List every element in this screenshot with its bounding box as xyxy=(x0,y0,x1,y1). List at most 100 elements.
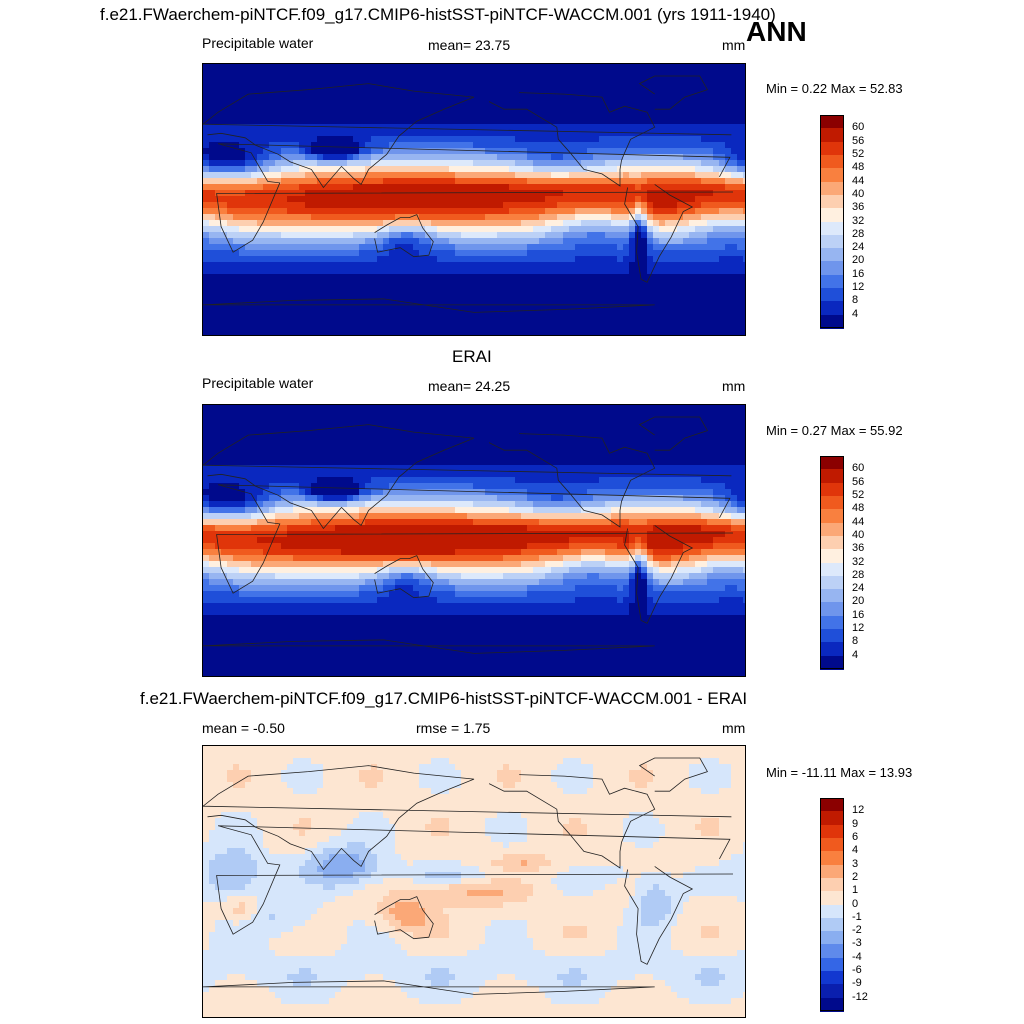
panel3-heading: f.e21.FWaerchem-piNTCF.f09_g17.CMIP6-his… xyxy=(140,689,748,708)
colorbar-tick-label: -4 xyxy=(852,950,862,963)
colorbar-swatch xyxy=(820,115,844,129)
colorbar-tick-label: -6 xyxy=(852,964,862,977)
panel1-variable-label: Precipitable water xyxy=(202,35,314,51)
colorbar-tick-label: 9 xyxy=(852,817,859,830)
colorbar-tick-label: 4 xyxy=(852,648,859,661)
colorbar-swatch xyxy=(820,851,844,866)
panel3-rmse-label: rmse = 1.75 xyxy=(416,720,491,736)
colorbar-tick-label: 24 xyxy=(852,582,865,595)
colorbar-tick-label: -9 xyxy=(852,977,862,990)
colorbar-swatch xyxy=(820,811,844,826)
colorbar-swatch xyxy=(820,194,844,209)
colorbar-tick-label: 32 xyxy=(852,214,865,227)
panel3-colorbar: 12 9 6 4 3 2 1 0 -1 -2 -3 -4 -6 -9 -12 xyxy=(820,798,868,1012)
colorbar-swatch xyxy=(820,642,844,657)
colorbar-tick-label: 0 xyxy=(852,897,859,910)
colorbar-frame xyxy=(820,115,844,328)
colorbar-tick-label: 28 xyxy=(852,227,865,240)
colorbar-tick-label: 40 xyxy=(852,528,865,541)
colorbar-swatch xyxy=(820,522,844,537)
colorbar-frame xyxy=(820,798,844,1011)
panel2-mean-label: mean= 24.25 xyxy=(428,378,511,394)
colorbar-tick-label: 28 xyxy=(852,568,865,581)
colorbar-swatch xyxy=(820,904,844,919)
colorbar-swatch xyxy=(820,824,844,839)
colorbar-swatch xyxy=(820,997,844,1012)
colorbar-swatch xyxy=(820,931,844,945)
colorbar-swatch xyxy=(820,798,844,812)
colorbar-swatch xyxy=(820,575,844,590)
colorbar-swatch xyxy=(820,141,844,156)
panel2-colorbar: 60 56 52 48 44 40 36 32 28 24 20 16 12 8 4 xyxy=(820,456,864,670)
colorbar-tick-label: 48 xyxy=(852,161,865,174)
colorbar-swatch xyxy=(820,837,844,852)
colorbar-tick-label: 60 xyxy=(852,462,865,475)
colorbar-swatch xyxy=(820,482,844,497)
colorbar-swatch xyxy=(820,864,844,879)
colorbar-tick-label: 44 xyxy=(852,515,865,528)
colorbar-swatch xyxy=(820,469,844,484)
panel2-units-label: mm xyxy=(722,378,746,394)
colorbar-swatch xyxy=(820,944,844,959)
colorbar-swatch xyxy=(820,917,844,932)
panel3-units-label: mm xyxy=(722,720,746,736)
colorbar-tick-label: -12 xyxy=(852,990,868,1003)
colorbar-tick-label: 52 xyxy=(852,147,865,160)
panel3-mean-label: mean = -0.50 xyxy=(202,720,285,736)
colorbar-tick-label: 1 xyxy=(852,884,859,897)
colorbar-frame xyxy=(820,456,844,669)
colorbar-swatch xyxy=(820,234,844,249)
panel2-minmax: Min = 0.27 Max = 55.92 xyxy=(766,423,903,438)
colorbar-swatch xyxy=(820,301,844,316)
panel1-mean-label: mean= 23.75 xyxy=(428,37,511,53)
colorbar-tick-label: -3 xyxy=(852,937,862,950)
colorbar-swatch xyxy=(820,274,844,289)
colorbar-tick-label: 32 xyxy=(852,555,865,568)
colorbar-swatch xyxy=(820,208,844,222)
colorbar-swatch xyxy=(820,168,844,183)
panel3-minmax: Min = -11.11 Max = 13.93 xyxy=(766,765,913,780)
colorbar-tick-label: 56 xyxy=(852,475,865,488)
colorbar-tick-label: 56 xyxy=(852,134,865,147)
colorbar-tick-label: 36 xyxy=(852,542,865,555)
colorbar-tick-label: 52 xyxy=(852,488,865,501)
figure-title: f.e21.FWaerchem-piNTCF.f09_g17.CMIP6-his… xyxy=(100,5,776,24)
colorbar-tick-label: 12 xyxy=(852,804,865,817)
colorbar-swatch xyxy=(820,261,844,276)
panel1-colorbar: 60 56 52 48 44 40 36 32 28 24 20 16 12 8 4 xyxy=(820,115,864,329)
colorbar-swatch xyxy=(820,128,844,143)
colorbar-tick-label: -1 xyxy=(852,910,862,923)
colorbar-tick-label: 16 xyxy=(852,608,865,621)
colorbar-tick-label: 8 xyxy=(852,294,859,307)
colorbar-tick-label: 12 xyxy=(852,281,865,294)
colorbar-swatch xyxy=(820,891,844,905)
colorbar-swatch xyxy=(820,288,844,302)
season-label: ANN xyxy=(746,16,807,47)
colorbar-swatch xyxy=(820,549,844,563)
colorbar-tick-label: 16 xyxy=(852,267,865,280)
colorbar-tick-label: 12 xyxy=(852,622,865,635)
colorbar-tick-label: 24 xyxy=(852,241,865,254)
colorbar-tick-label: 44 xyxy=(852,174,865,187)
colorbar-tick-label: 20 xyxy=(852,595,865,608)
colorbar-tick-label: 36 xyxy=(852,201,865,214)
colorbar-swatch xyxy=(820,615,844,630)
panel1-units-label: mm xyxy=(722,37,746,53)
colorbar-tick-label: 2 xyxy=(852,870,859,883)
panel1-minmax: Min = 0.22 Max = 52.83 xyxy=(766,81,903,96)
panel1-map xyxy=(202,63,746,336)
colorbar-swatch xyxy=(820,314,844,329)
colorbar-swatch xyxy=(820,971,844,985)
colorbar-swatch xyxy=(820,957,844,972)
colorbar-swatch xyxy=(820,984,844,999)
colorbar-tick-label: 3 xyxy=(852,857,859,870)
colorbar-swatch xyxy=(820,495,844,510)
colorbar-tick-label: 48 xyxy=(852,502,865,515)
colorbar-swatch xyxy=(820,154,844,169)
colorbar-swatch xyxy=(820,562,844,577)
colorbar-swatch xyxy=(820,509,844,524)
colorbar-swatch xyxy=(820,655,844,670)
colorbar-tick-label: 40 xyxy=(852,187,865,200)
colorbar-tick-label: 4 xyxy=(852,844,859,857)
colorbar-swatch xyxy=(820,456,844,470)
